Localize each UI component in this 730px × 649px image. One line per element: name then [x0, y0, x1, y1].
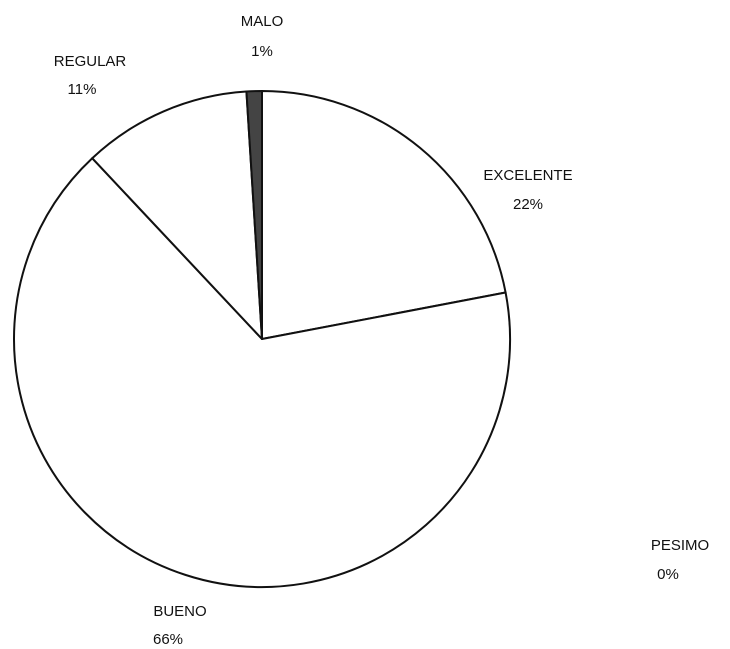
slice-value-label: 66% [153, 631, 183, 648]
slice-value-label: 1% [251, 43, 273, 60]
slice-label: PESIMO [651, 537, 709, 554]
pie-slice [13, 157, 511, 588]
pie-slice [91, 90, 263, 340]
slice-value-label: 22% [513, 196, 543, 213]
slice-label: MALO [241, 13, 284, 30]
slice-value-label: 11% [68, 81, 97, 98]
slice-value-label: 0% [657, 566, 679, 583]
slice-label: REGULAR [54, 53, 127, 70]
slice-label: BUENO [153, 603, 206, 620]
slice-label: EXCELENTE [483, 167, 572, 184]
pie-slice [261, 90, 507, 340]
